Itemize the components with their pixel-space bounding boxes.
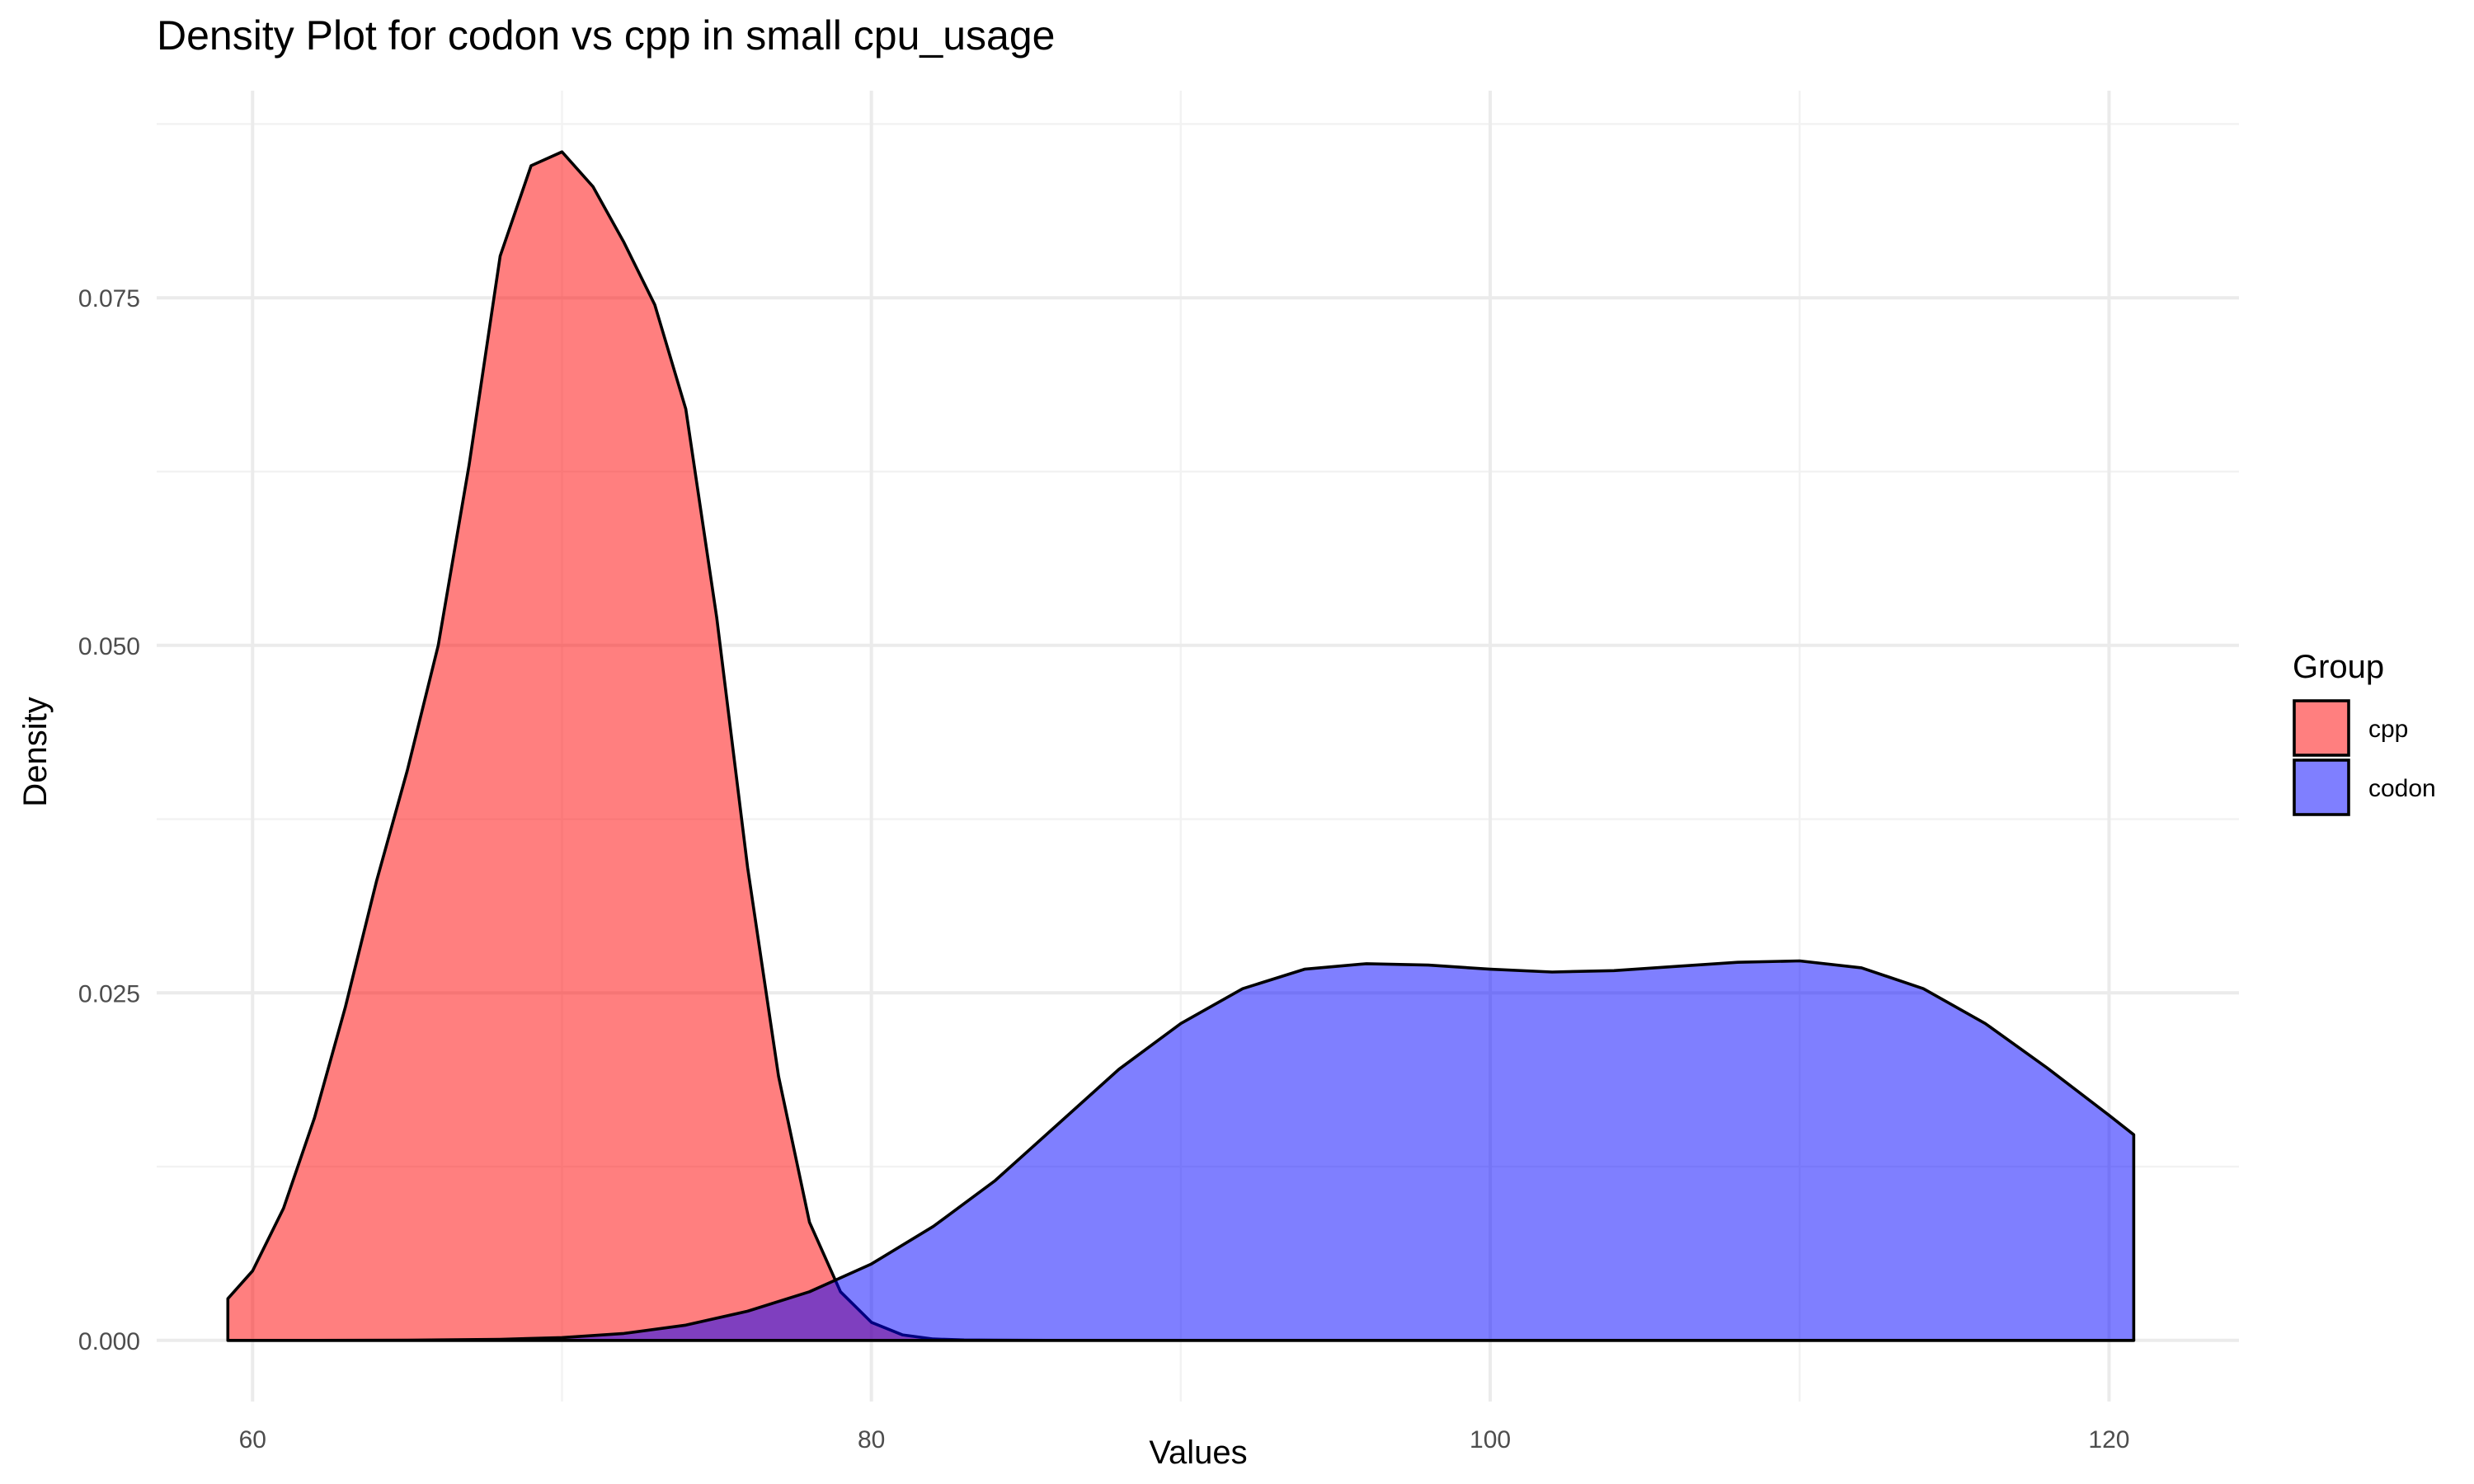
- legend-label-codon: codon: [2368, 775, 2436, 802]
- legend-label-cpp: cpp: [2368, 716, 2408, 743]
- x-tick-label: 80: [858, 1426, 885, 1453]
- x-tick-label: 100: [1470, 1426, 1511, 1453]
- legend: Group cpp codon: [2293, 649, 2436, 816]
- y-tick-label: 0.050: [78, 633, 140, 660]
- y-tick-label: 0.025: [78, 980, 140, 1007]
- x-tick-label: 120: [2088, 1426, 2129, 1453]
- x-axis-title: Values: [1149, 1435, 1247, 1471]
- y-tick-label: 0.000: [78, 1328, 140, 1355]
- y-axis-title: Density: [17, 697, 54, 806]
- legend-title: Group: [2293, 649, 2384, 685]
- density-areas: [226, 150, 2136, 1342]
- y-tick-label: 0.075: [78, 285, 140, 312]
- chart-title: Density Plot for codon vs cpp in small c…: [157, 12, 1055, 59]
- legend-swatch-cpp: [2293, 699, 2350, 757]
- y-axis-ticks: 0.000 0.025 0.050 0.075: [78, 285, 140, 1355]
- legend-swatch-codon: [2293, 758, 2350, 816]
- x-tick-label: 60: [239, 1426, 266, 1453]
- density-area-codon: [226, 959, 2136, 1342]
- x-axis-ticks: 60 80 100 120: [239, 1426, 2130, 1453]
